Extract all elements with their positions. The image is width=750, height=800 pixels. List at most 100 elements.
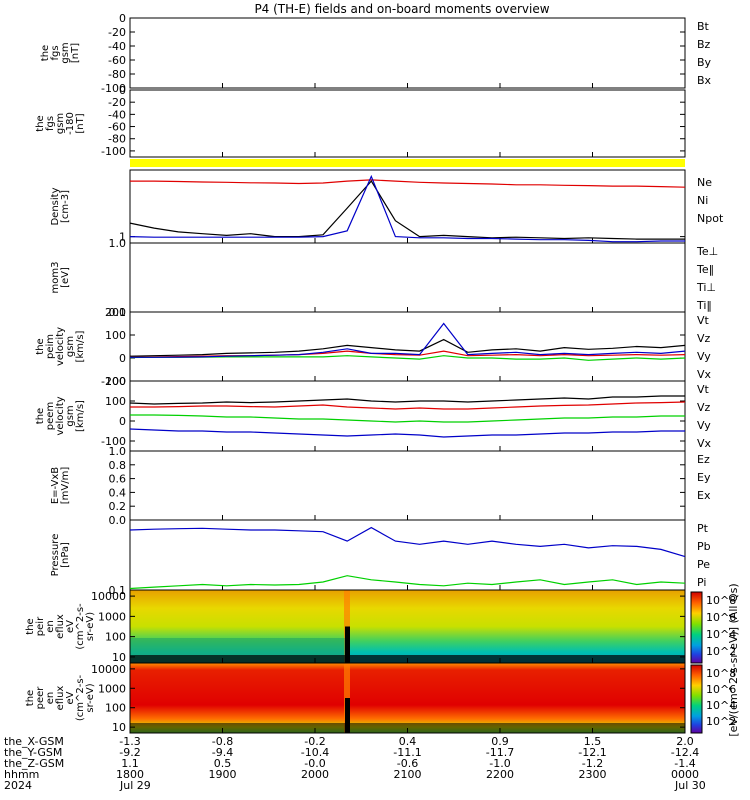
y-axis-label-line: gsm: [55, 113, 66, 134]
y-axis-label: thefgsgsm-180[nT]: [35, 112, 86, 135]
series-line-Vx: [129, 428, 685, 438]
y-axis-label-line: Density: [50, 187, 61, 225]
colorbar-tick: 10^4: [706, 628, 736, 641]
frame: [129, 242, 686, 313]
legend-Vy: Vy: [697, 350, 711, 363]
axis-value-x: -1.3: [119, 735, 140, 748]
y-tick-label: 100: [105, 329, 126, 342]
y-tick-label: -40: [108, 40, 126, 53]
y-axis-label-line: peem: [45, 402, 56, 430]
y-axis-label-line: -180: [65, 112, 76, 135]
legend-Pt: Pt: [697, 522, 709, 535]
legend-Vz: Vz: [697, 332, 711, 345]
frame: [129, 17, 686, 89]
y-axis-label-line: peer: [35, 686, 46, 710]
y-tick-label: 0: [119, 84, 126, 97]
y-axis-label: thepeerenefluxeV(cm^2-s-sr-eV): [25, 674, 96, 721]
legend-Ni: Ni: [697, 194, 708, 207]
legend-Ti⊥: Ti⊥: [696, 281, 716, 294]
row-label: the_Z-GSM: [4, 757, 64, 770]
series-line-Pi: [129, 526, 686, 558]
y-axis-label-line: [nPa]: [60, 542, 71, 568]
axis-value-hhmm: 1900: [209, 768, 237, 781]
y-tick-label: 0.6: [109, 473, 127, 486]
legend-Vt: Vt: [697, 314, 710, 327]
y-axis-label-line: E=-VxB: [50, 467, 61, 504]
y-tick-label: 10: [112, 651, 126, 664]
y-tick-label: 200: [105, 375, 126, 388]
y-axis-label: mom3[eV]: [50, 262, 71, 294]
series-line-Vy: [130, 414, 685, 423]
y-tick-label: -100: [101, 435, 126, 448]
legend-Npot: Npot: [697, 212, 724, 225]
y-tick-label: 10: [112, 721, 126, 734]
axis-value-y: -9.2: [119, 746, 140, 759]
frame: [129, 89, 686, 158]
colorbar-tick: 10^2: [706, 645, 736, 658]
panel-peem: 200 100 0 -100 thepeemvelocitygsm[km/s] Vt Vz V…: [35, 375, 712, 452]
y-axis-label-line: (cm^2-s-: [75, 603, 86, 650]
y-axis-label-line: [km/s]: [75, 400, 86, 432]
y-axis-label-line: mom3: [50, 262, 61, 294]
y-axis-label-line: eflux: [55, 614, 66, 639]
y-axis-label-line: en: [45, 692, 56, 705]
legend-Vy: Vy: [697, 419, 711, 432]
colorbar-tick: 10^6: [706, 611, 736, 624]
y-tick-label: 0.1: [109, 306, 127, 319]
colorbars: 10^8 10^6 10^4 10^2 10^8 10^6 10^4 10^2[eV/(cm^…: [690, 583, 740, 737]
y-tick-label: 0.2: [109, 500, 127, 513]
axis-value-hhmm: 2200: [486, 768, 514, 781]
y-tick-label: 1: [119, 231, 126, 244]
legend-Vx: Vx: [697, 368, 712, 381]
y-tick-label: 200: [105, 306, 126, 319]
y-tick-label: 0.0: [109, 514, 127, 527]
colorbar-label: [eV/(cm^2-s-sr-eV)] (All Qs): [727, 583, 740, 736]
y-tick-label: 0: [119, 352, 126, 365]
y-axis-label-line: [nT]: [75, 113, 86, 133]
y-axis-label-line: fgs: [50, 45, 61, 60]
legend-Pb: Pb: [697, 540, 711, 553]
y-axis-label-line: [eV]: [60, 267, 71, 288]
y-tick-label: 1000: [98, 682, 126, 695]
y-axis-label-line: the: [35, 338, 46, 354]
series-line-Vt: [129, 338, 686, 357]
y-axis-label: thepeemvelocitygsm[km/s]: [35, 396, 86, 435]
y-tick-label: -100: [101, 82, 126, 95]
y-tick-label: -60: [108, 54, 126, 67]
series-line-Vy: [129, 355, 686, 361]
y-tick-label: 1.0: [109, 445, 127, 458]
axis-value-hhmm: 0000: [671, 768, 699, 781]
legend-Pi: Pi: [697, 576, 706, 589]
panel-density: 1 Density[cm-3] Ne Ni Npot: [50, 169, 724, 244]
y-axis-label-line: [mV/m]: [60, 467, 71, 505]
colorbar-tick: 10^8: [706, 667, 736, 680]
axis-value-z: -0.0: [304, 757, 325, 770]
y-tick-label: 0: [119, 415, 126, 428]
panel-peim: 200 100 0 -100 thepeimvelocitygsm[km/s] Vt Vz V…: [35, 306, 712, 388]
frame: [129, 519, 686, 591]
y-tick-label: 100: [105, 395, 126, 408]
row-label: the_Y-GSM: [4, 746, 62, 759]
axis-value-y: -12.1: [578, 746, 606, 759]
y-tick-label: 100: [105, 631, 126, 644]
axis-value-z: -0.6: [397, 757, 418, 770]
axis-value-z: 1.1: [121, 757, 139, 770]
y-tick-label: 10000: [91, 590, 126, 603]
series-line-2: [129, 174, 685, 243]
axis-value-z: -1.4: [674, 757, 695, 770]
y-tick-label: 0: [119, 12, 126, 25]
colorbar-tick: 10^2: [706, 715, 736, 728]
spectrogram-peer: [130, 663, 685, 733]
axis-value-z: -1.2: [582, 757, 603, 770]
legend-Te‖: Te‖: [696, 263, 714, 276]
colorbar-tick: 10^4: [706, 699, 736, 712]
axis-value-x: -0.8: [212, 735, 233, 748]
y-tick-label: 100: [105, 702, 126, 715]
legend-Ey: Ey: [697, 471, 711, 484]
panel-efield: 1.00.80.60.40.20.0 E=-VxB[mV/m] Ez Ey Ex: [50, 445, 711, 527]
y-axis-label-line: eV: [65, 620, 76, 633]
y-axis-label-line: gsm: [65, 405, 76, 426]
axis-value-x: 0.9: [491, 735, 509, 748]
date-label: Jul 29: [119, 779, 151, 792]
